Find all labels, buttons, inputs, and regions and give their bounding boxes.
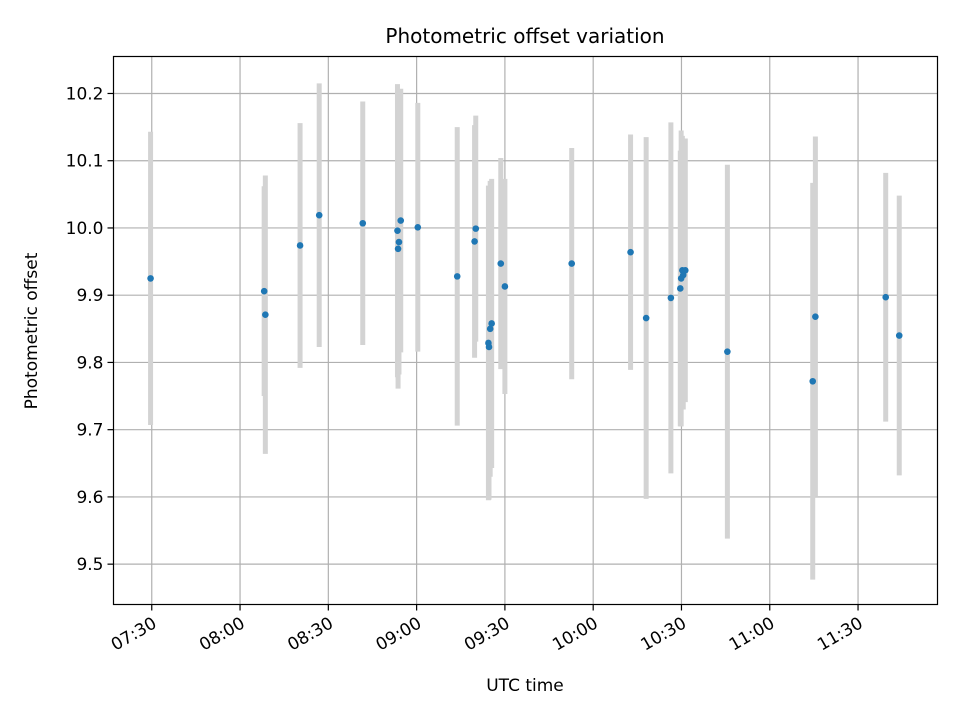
data-point xyxy=(315,211,323,219)
data-point xyxy=(501,283,509,290)
data-point xyxy=(642,314,650,322)
data-point xyxy=(895,332,903,339)
data-point xyxy=(147,275,154,282)
y-tick-label: 9.7 xyxy=(76,421,103,441)
data-point xyxy=(485,343,493,351)
grid xyxy=(113,56,938,605)
data-points xyxy=(147,211,903,385)
data-point xyxy=(453,273,461,280)
data-point xyxy=(260,287,268,295)
y-tick-label: 9.8 xyxy=(76,353,103,373)
data-point xyxy=(627,248,634,256)
data-point xyxy=(681,267,689,274)
y-tick-label: 10.0 xyxy=(66,219,104,239)
y-axis: 9.5 9.6 9.7 9.8 9.9 10.0 10.1 10.2 xyxy=(66,84,114,575)
data-point xyxy=(486,325,494,333)
data-point xyxy=(296,242,304,249)
data-point xyxy=(724,348,731,355)
y-tick-label: 9.9 xyxy=(76,286,103,306)
data-point xyxy=(882,293,890,301)
y-tick-label: 10.2 xyxy=(66,84,104,104)
y-axis-label: Photometric offset xyxy=(22,252,42,409)
data-point xyxy=(397,217,405,224)
data-point xyxy=(488,320,495,327)
y-tick-label: 10.1 xyxy=(66,152,104,172)
data-point xyxy=(394,227,401,234)
data-point xyxy=(812,313,819,321)
data-point xyxy=(395,238,403,246)
data-point xyxy=(809,377,817,385)
x-axis-label: UTC time xyxy=(486,676,564,696)
data-point xyxy=(471,238,478,245)
y-tick-label: 9.6 xyxy=(76,488,103,508)
data-point xyxy=(262,311,269,318)
data-point xyxy=(676,285,684,292)
plot-area-frame xyxy=(112,55,939,606)
data-point xyxy=(359,219,367,227)
data-point xyxy=(394,245,402,253)
y-tick-label: 9.5 xyxy=(76,555,103,575)
data-point xyxy=(497,260,505,267)
data-point xyxy=(667,294,675,302)
chart-title: Photometric offset variation xyxy=(385,24,664,48)
data-point xyxy=(472,225,480,232)
data-point xyxy=(414,223,422,231)
data-point xyxy=(568,260,576,267)
